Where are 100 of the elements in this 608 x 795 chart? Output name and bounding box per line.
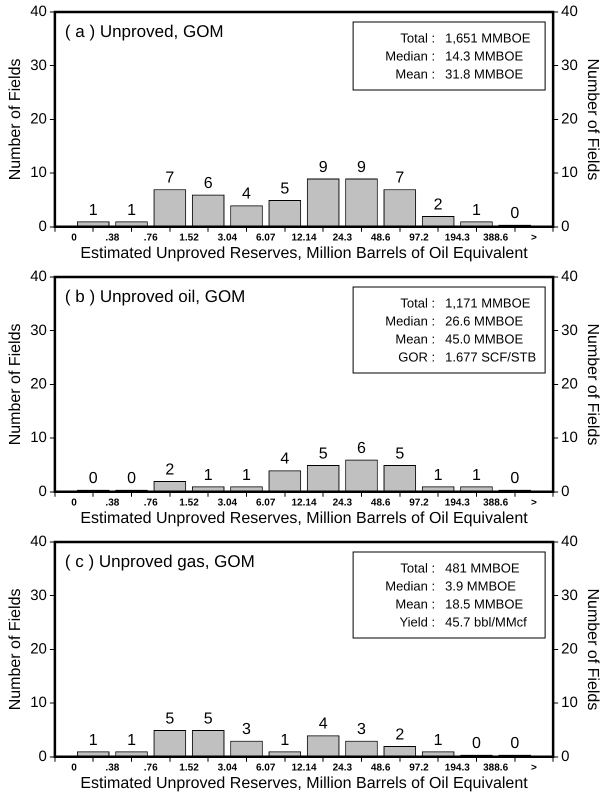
x-tick-label: > <box>531 762 538 774</box>
y-tick-label: 10 <box>30 429 47 446</box>
y2-tick-label: 20 <box>561 110 578 128</box>
data-label: 1 <box>88 732 98 749</box>
x-tick-label: .76 <box>144 762 158 774</box>
x-tick-label: 0 <box>71 232 78 244</box>
data-label: 5 <box>204 710 213 728</box>
y-tick-label: 30 <box>30 586 47 604</box>
y2-axis-title: Number of Fields <box>584 323 601 446</box>
x-axis-title: Estimated Unproved Reserves, Million Barrels of Oil Equivalent <box>80 774 528 792</box>
data-label: 0 <box>472 735 482 752</box>
y-tick-label: 20 <box>30 640 47 658</box>
x-axis-title: Estimated Unproved Reserves, Million Barrels of Oil Equivalent <box>80 510 528 527</box>
y2-tick-label: 40 <box>561 533 578 550</box>
x-tick-label: 48.6 <box>370 232 391 244</box>
y-axis-title: Number of Fields <box>7 588 24 710</box>
x-tick-label: 24.3 <box>332 232 352 244</box>
text: ( c ) Unproved gas, GOM <box>64 552 255 572</box>
data-label: 1 <box>472 466 482 484</box>
data-label: 3 <box>242 721 252 738</box>
y2-tick-label: 30 <box>561 322 578 339</box>
y2-tick-label: 40 <box>561 3 578 20</box>
data-label: 7 <box>395 170 404 187</box>
y2-axis-title: Number of Fields <box>584 58 601 180</box>
y2-tick-label: 20 <box>561 640 578 658</box>
annotation: Mean : 31.8 MMBOE <box>395 66 524 82</box>
x-tick-label: 0 <box>71 498 78 509</box>
annotation: Yield : 45.7 bbl/MMcf <box>399 614 528 630</box>
y2-tick-label: 10 <box>561 164 578 182</box>
x-tick-label: 1.52 <box>179 762 200 774</box>
data-label: 1 <box>127 732 136 749</box>
data-label: 2 <box>165 461 174 478</box>
annotation: GOR : 1.677 SCF/STB <box>398 350 536 365</box>
x-tick-label: 12.14 <box>291 762 317 774</box>
annotation: Median : 14.3 MMBOE <box>385 48 524 64</box>
annotation: Median : 3.9 MMBOE <box>385 578 516 594</box>
x-tick-label: 12.14 <box>291 232 317 244</box>
data-label: 1 <box>204 466 213 484</box>
x-tick-label: 1.52 <box>179 498 200 509</box>
data-label: 1 <box>88 202 98 219</box>
y2-tick-label: 40 <box>561 268 578 286</box>
text: ( b ) Unproved oil, GOM <box>64 287 246 306</box>
x-tick-label: 1.52 <box>179 232 200 244</box>
y-tick-label: 40 <box>30 533 47 550</box>
x-tick-label: 48.6 <box>370 762 391 774</box>
y2-tick-label: 10 <box>561 429 578 446</box>
annotation: Mean : 45.0 MMBOE <box>395 332 524 347</box>
data-label: 1 <box>434 732 443 749</box>
data-label: 1 <box>434 466 443 484</box>
x-tick-label: 97.2 <box>409 498 430 509</box>
x-tick-label: 388.6 <box>483 498 509 509</box>
data-label: 6 <box>357 440 366 457</box>
annotation: Median : 26.6 MMBOE <box>385 314 524 329</box>
x-tick-label: 388.6 <box>483 762 509 774</box>
x-tick-label: 194.3 <box>444 762 470 774</box>
x-tick-label: 3.04 <box>218 498 238 509</box>
y2-tick-label: 20 <box>561 376 578 393</box>
y-tick-label: 20 <box>30 376 47 393</box>
y-tick-label: 30 <box>30 322 47 339</box>
x-axis-title: Estimated Unproved Reserves, Million Barrels of Oil Equivalent <box>80 244 528 262</box>
x-tick-label: .38 <box>105 498 120 509</box>
x-tick-label: 24.3 <box>332 498 352 509</box>
data-label: 3 <box>357 721 366 738</box>
x-tick-label: 6.07 <box>256 232 276 244</box>
x-tick-label: 97.2 <box>409 762 430 774</box>
x-tick-label: .76 <box>144 498 158 509</box>
data-label: 9 <box>318 158 328 176</box>
y-axis-title: Number of Fields <box>7 323 24 446</box>
data-label: 1 <box>472 202 482 219</box>
data-label: 5 <box>280 180 290 198</box>
data-label: 1 <box>242 466 252 484</box>
data-label: 7 <box>165 170 174 187</box>
data-label: 2 <box>434 196 443 214</box>
annotation: Total : 1,651 MMBOE <box>400 30 531 46</box>
data-label: 0 <box>510 205 520 222</box>
data-label: 6 <box>204 174 213 192</box>
x-tick-label: 0 <box>71 762 78 774</box>
x-tick-label: 6.07 <box>256 498 276 509</box>
data-label: 1 <box>127 202 136 219</box>
x-tick-label: .38 <box>105 762 120 774</box>
y2-tick-label: 10 <box>561 694 578 712</box>
data-label: 0 <box>127 470 136 488</box>
y2-axis-title: Number of Fields <box>584 588 601 710</box>
data-label: 1 <box>280 732 290 749</box>
x-tick-label: 6.07 <box>256 762 276 774</box>
x-tick-label: 388.6 <box>483 232 509 244</box>
data-label: 4 <box>318 716 328 733</box>
annotation: Mean : 18.5 MMBOE <box>395 596 524 612</box>
y-tick-label: 40 <box>30 3 47 20</box>
data-label: 5 <box>395 445 404 462</box>
y-tick-label: 10 <box>30 164 47 182</box>
text: ( a ) Unproved, GOM <box>64 22 224 42</box>
data-label: 4 <box>242 186 252 203</box>
annotation: Total : 481 MMBOE <box>400 560 520 576</box>
data-label: 5 <box>165 710 174 728</box>
y-tick-label: 30 <box>30 56 47 74</box>
y2-tick-label: 30 <box>561 56 578 74</box>
x-tick-label: 48.6 <box>370 498 391 509</box>
y-tick-label: 40 <box>30 268 47 286</box>
data-label: 2 <box>395 726 404 744</box>
